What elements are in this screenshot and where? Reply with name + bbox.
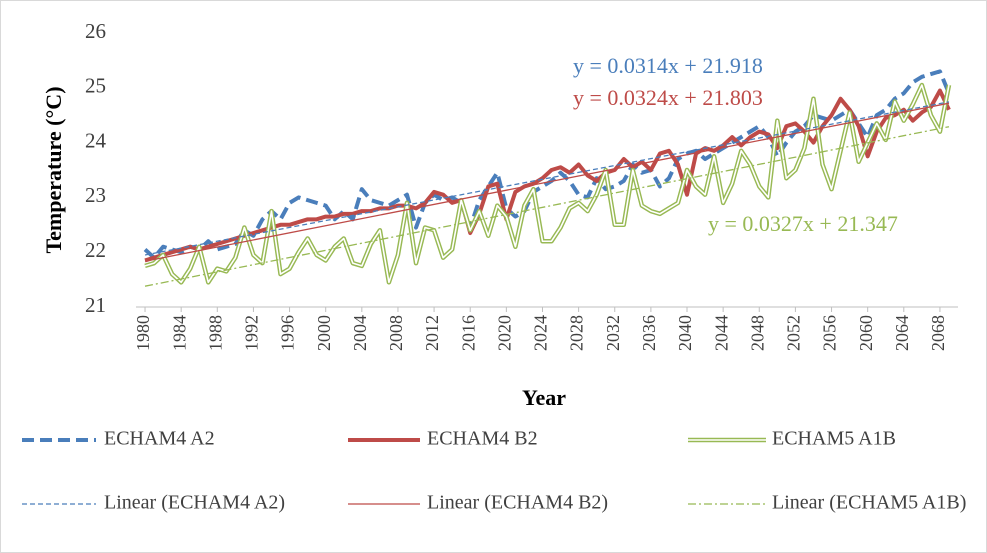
x-axis-title: Year bbox=[522, 385, 566, 410]
y-tick-label: 26 bbox=[85, 19, 106, 43]
trend-equation: y = 0.0314x + 21.918 bbox=[573, 53, 763, 78]
x-tick-label: 2056 bbox=[820, 315, 840, 351]
x-tick-label: 1984 bbox=[169, 315, 189, 351]
y-tick-label: 23 bbox=[85, 183, 106, 207]
y-tick-label: 25 bbox=[85, 74, 106, 98]
legend-label: ECHAM4 B2 bbox=[427, 428, 538, 450]
legend-label: Linear (ECHAM4 A2) bbox=[104, 492, 285, 514]
x-tick-label: 1988 bbox=[205, 315, 225, 351]
x-tick-label: 1980 bbox=[133, 315, 153, 351]
trend-line bbox=[144, 102, 950, 262]
x-tick-label: 2008 bbox=[386, 315, 406, 351]
x-tick-label: 2064 bbox=[892, 315, 912, 351]
y-tick-label: 24 bbox=[85, 128, 107, 152]
series-line bbox=[144, 88, 951, 263]
y-tick-label: 22 bbox=[85, 238, 106, 262]
x-tick-label: 2016 bbox=[458, 315, 478, 351]
x-tick-label: 2000 bbox=[314, 315, 334, 351]
x-tick-label: 1996 bbox=[278, 315, 298, 351]
x-tick-label: 2020 bbox=[494, 315, 514, 351]
series-line-inner bbox=[144, 84, 950, 284]
x-tick-label: 2048 bbox=[747, 315, 767, 351]
trend-line bbox=[144, 101, 950, 256]
x-tick-label: 2012 bbox=[422, 315, 442, 351]
legend-label: ECHAM4 A2 bbox=[104, 428, 215, 450]
legend-label: Linear (ECHAM4 B2) bbox=[427, 492, 608, 514]
trend-equation: y = 0.0324x + 21.803 bbox=[573, 85, 763, 110]
x-tick-label: 2044 bbox=[711, 315, 731, 351]
y-axis-title: Temperature (°C) bbox=[41, 86, 66, 253]
y-tick-label: 21 bbox=[85, 293, 106, 317]
x-tick-label: 2040 bbox=[675, 315, 695, 351]
x-tick-label: 2024 bbox=[531, 315, 551, 351]
trend-equation: y = 0.0327x + 21.347 bbox=[708, 211, 898, 236]
x-tick-label: 2052 bbox=[784, 315, 804, 351]
x-tick-label: 2036 bbox=[639, 315, 659, 351]
x-tick-label: 2028 bbox=[567, 315, 587, 351]
series-line bbox=[143, 69, 951, 260]
x-tick-label: 2060 bbox=[856, 315, 876, 351]
legend-label: Linear (ECHAM5 A1B) bbox=[772, 492, 966, 514]
trend-line bbox=[144, 126, 950, 287]
x-tick-label: 2004 bbox=[350, 315, 370, 351]
x-tick-label: 1992 bbox=[242, 315, 262, 351]
legend-label: ECHAM5 A1B bbox=[772, 428, 896, 450]
x-tick-label: 2068 bbox=[928, 315, 948, 351]
x-tick-label: 2032 bbox=[603, 315, 623, 351]
